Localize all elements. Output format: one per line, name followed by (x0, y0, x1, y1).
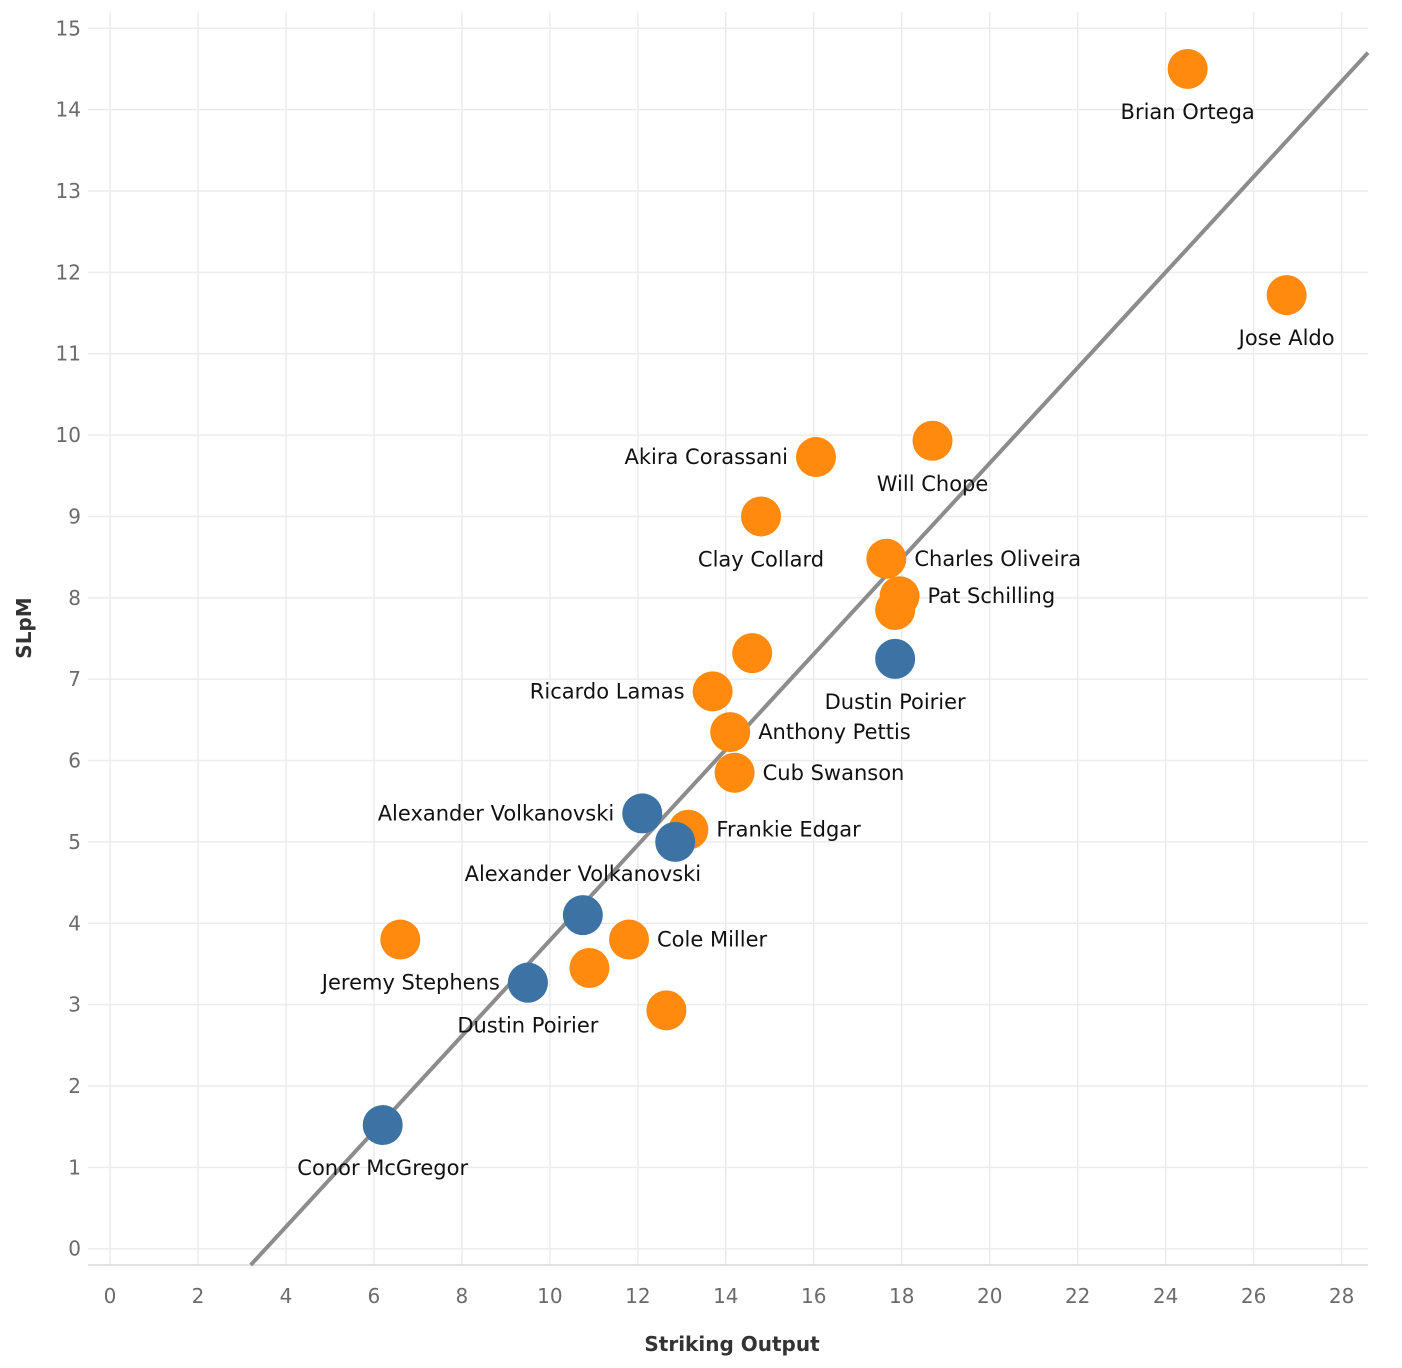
trend-line-group (249, 51, 1370, 1267)
data-point-blue (875, 638, 916, 679)
x-tick-label: 8 (456, 1284, 469, 1308)
x-tick-label: 4 (280, 1284, 293, 1308)
point-label: Clay Collard (698, 547, 824, 571)
point-label: Conor McGregor (297, 1156, 468, 1180)
data-point-orange (732, 633, 773, 674)
data-point-orange (609, 919, 650, 960)
y-tick-label: 2 (68, 1074, 81, 1098)
x-tick-label: 18 (889, 1284, 914, 1308)
data-point-blue (507, 962, 548, 1003)
point-label: Jeremy Stephens (320, 971, 500, 995)
data-point-blue (362, 1105, 403, 1146)
x-tick-label: 14 (713, 1284, 738, 1308)
point-label: Cub Swanson (763, 761, 905, 785)
x-axis-title: Striking Output (644, 1332, 820, 1356)
y-tick-label: 3 (68, 993, 81, 1017)
x-tick-label: 16 (801, 1284, 826, 1308)
x-tick-label: 28 (1329, 1284, 1354, 1308)
y-tick-label: 15 (56, 16, 81, 40)
x-tick-label: 6 (368, 1284, 381, 1308)
x-tick-label: 20 (977, 1284, 1002, 1308)
data-point-blue (655, 821, 696, 862)
point-label: Dustin Poirier (457, 1014, 598, 1038)
point-label: Frankie Edgar (716, 818, 861, 842)
point-label: Alexander Volkanovski (465, 862, 702, 886)
y-tick-label: 5 (68, 830, 81, 854)
y-tick-label: 1 (68, 1155, 81, 1179)
data-point-orange (692, 671, 733, 712)
x-tick-label: 10 (537, 1284, 562, 1308)
point-label: Cole Miller (657, 928, 767, 952)
data-point-orange (714, 752, 755, 793)
data-points (362, 48, 1307, 1146)
x-tick-label: 2 (192, 1284, 205, 1308)
tick-labels: 0 2 4 6 8 10 12 14 16 18 20 22 24 26 28012345678910111… (56, 16, 1355, 1308)
gridlines (88, 12, 1368, 1266)
y-tick-label: 14 (56, 98, 81, 122)
data-point-orange (710, 712, 751, 753)
y-tick-label: 8 (68, 586, 81, 610)
point-label: Akira Corassani (625, 445, 788, 469)
data-point-orange (380, 919, 421, 960)
point-label: Jose Aldo (1237, 326, 1335, 350)
y-tick-label: 12 (56, 260, 81, 284)
x-tick-label: 26 (1241, 1284, 1266, 1308)
data-point-orange (740, 496, 781, 537)
y-tick-label: 13 (56, 179, 81, 203)
point-label: Dustin Poirier (825, 690, 966, 714)
y-tick-label: 0 (68, 1237, 81, 1261)
point-label: Will Chope (877, 472, 989, 496)
y-tick-label: 10 (56, 423, 81, 447)
data-point-orange (1266, 275, 1307, 316)
y-tick-label: 4 (68, 911, 81, 935)
y-tick-label: 9 (68, 504, 81, 528)
x-tick-label: 12 (625, 1284, 650, 1308)
data-point-orange (1167, 48, 1208, 89)
trend-line (249, 51, 1370, 1267)
x-tick-label: 22 (1065, 1284, 1090, 1308)
data-point-blue (562, 895, 603, 936)
point-label: Charles Oliveira (914, 547, 1081, 571)
data-point-orange (646, 990, 687, 1031)
y-tick-label: 6 (68, 749, 81, 773)
x-tick-label: 24 (1153, 1284, 1178, 1308)
point-label: Alexander Volkanovski (378, 801, 615, 825)
data-point-orange (569, 948, 610, 989)
point-label: Pat Schilling (928, 584, 1056, 608)
point-labels: Brian Ortega Jose Aldo Will Chope Akira Cor… (297, 100, 1334, 1180)
data-point-orange (795, 437, 836, 478)
point-label: Brian Ortega (1121, 100, 1255, 124)
data-point-orange (866, 538, 907, 579)
y-tick-label: 7 (68, 667, 81, 691)
point-label: Anthony Pettis (758, 720, 911, 744)
y-tick-label: 11 (56, 342, 81, 366)
point-label: Ricardo Lamas (530, 679, 685, 703)
y-axis-title: SLpM (12, 597, 36, 658)
x-tick-label: 0 (104, 1284, 117, 1308)
data-point-orange (912, 420, 953, 461)
data-point-blue (622, 793, 663, 834)
data-point-orange (875, 590, 916, 631)
